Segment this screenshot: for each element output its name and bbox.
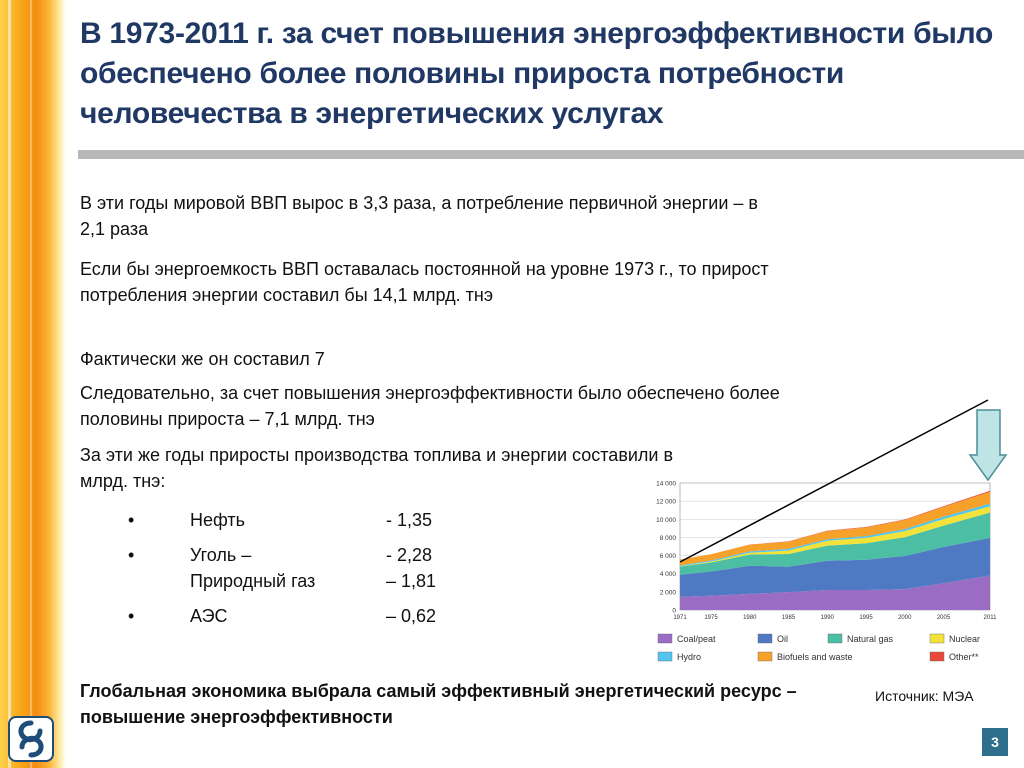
legend-swatch [657,633,673,644]
x-tick-label: 1990 [821,615,835,621]
legend-swatch [757,651,773,662]
page-number: 3 [982,728,1008,756]
y-tick-label: 12 000 [656,499,676,506]
legend-label: Coal/peat [677,634,716,644]
paragraph-production-intro: За эти же годы приросты производства топ… [80,445,674,491]
bullet-label-gas: Природный газ [190,571,316,591]
legend-label: Oil [777,634,788,644]
bullet-marker: • [128,545,135,565]
x-tick-label: 2011 [984,615,998,621]
legend-label: Nuclear [949,634,980,644]
bullet-value-nuclear: – 0,62 [386,606,437,626]
legend-label: Hydro [677,652,701,662]
x-tick-label: 1995 [859,615,873,621]
conclusion: Глобальная экономика выбрала самый эффек… [80,681,797,727]
legend-label: Biofuels and waste [777,652,853,662]
legend-label: Natural gas [847,634,894,644]
paragraph-efficiency: Следовательно, за счет повышения энергоэ… [80,383,780,429]
legend-swatch [929,651,945,662]
chart-legend: Coal/peat Oil Natural gas Nuclear Hydro Biofu… [657,633,980,662]
x-tick-label: 2000 [898,615,912,621]
paragraph-hypothetical: Если бы энергоемкость ВВП оставалась пос… [80,259,769,305]
paragraph-actual: Фактически же он составил 7 [80,349,325,369]
series-area-coal-peat [680,575,990,610]
x-tick-label: 1980 [743,615,757,621]
bullet-marker: • [128,606,135,626]
chart-y-ticks: 0 2 000 4 000 6 000 8 000 10 000 12 000 14 000 [656,481,676,615]
y-tick-label: 6 000 [660,553,677,560]
legend-label: Other** [949,652,979,662]
logo [8,716,54,762]
series-area-oil [680,537,990,597]
x-tick-label: 2005 [937,615,951,621]
bullet-value-gas: – 1,81 [386,571,437,591]
bullet-label-coal: Уголь – [190,545,252,565]
bullet-marker: • [128,510,135,530]
bullet-label-nuclear: АЭС [190,606,228,626]
page-title: В 1973-2011 г. за счет повышения энергоэ… [80,17,994,130]
legend-swatch [757,633,773,644]
decorative-left-band [0,0,66,768]
y-tick-label: 14 000 [656,481,676,488]
title-divider [78,150,1024,159]
legend-swatch [657,651,673,662]
y-tick-label: 2 000 [660,589,677,596]
x-tick-label: 1985 [782,615,796,621]
chart-x-ticks: 1971 1975 1980 1985 1990 1995 2000 2005 2011 [673,615,997,621]
x-tick-label: 1975 [704,615,718,621]
paragraph-gdp-growth: В эти годы мировой ВВП вырос в 3,3 раза,… [80,193,758,239]
y-tick-label: 8 000 [660,535,677,542]
y-tick-label: 10 000 [656,517,676,524]
legend-swatch [929,633,945,644]
legend-swatch [827,633,843,644]
bullet-value-oil: - 1,35 [386,510,433,530]
source-label: Источник: МЭА [875,688,974,704]
x-tick-label: 1971 [673,615,687,621]
bullet-value-coal: - 2,28 [386,545,433,565]
bullet-label-oil: Нефть [190,510,246,530]
y-tick-label: 4 000 [660,571,677,578]
y-tick-label: 0 [672,608,676,615]
